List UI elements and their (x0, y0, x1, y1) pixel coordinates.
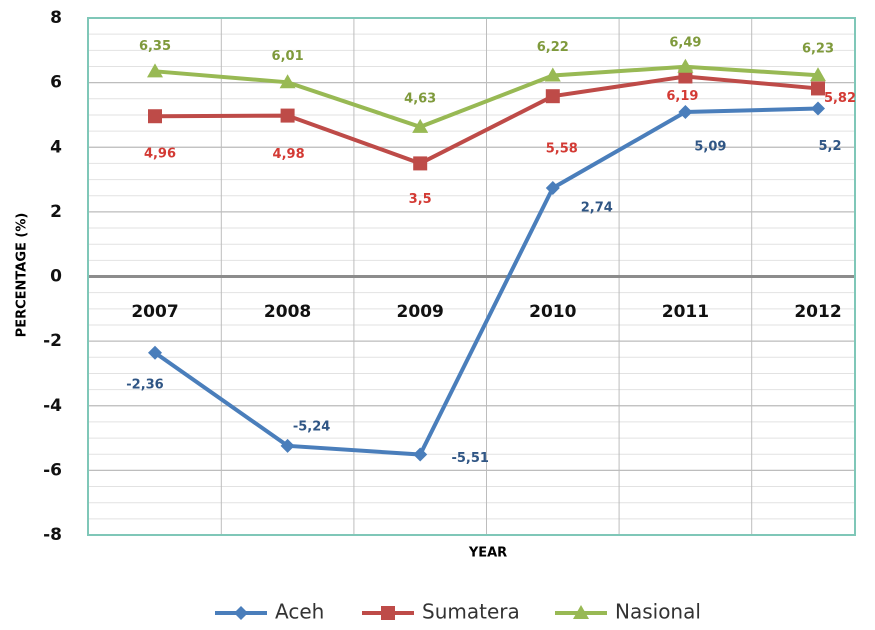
legend-label: Aceh (275, 600, 324, 624)
data-label: 2,74 (581, 200, 613, 215)
y-tick-label: -6 (43, 460, 62, 480)
y-axis-label: PERCENTAGE (%) (15, 213, 30, 338)
point (147, 63, 163, 78)
point (677, 58, 694, 73)
point (413, 447, 428, 462)
data-label: 4,96 (144, 147, 176, 162)
point (545, 180, 560, 195)
series-line (154, 74, 819, 166)
y-tick-label: -8 (43, 525, 62, 545)
y-tick-label: 8 (50, 8, 62, 28)
y-tick-label: 6 (50, 73, 62, 93)
series-line (154, 64, 819, 130)
data-label: 6,35 (139, 39, 171, 54)
point (573, 605, 589, 619)
y-tick-label: 0 (50, 267, 62, 287)
point (234, 606, 248, 620)
y-tick-label: 4 (50, 137, 62, 157)
point (280, 108, 295, 123)
series-line (153, 106, 819, 457)
data-label: 6,49 (669, 35, 701, 50)
data-label: -2,36 (126, 377, 163, 392)
x-tick-label: 2012 (794, 302, 841, 322)
point (545, 89, 560, 104)
data-label: 6,22 (537, 40, 569, 55)
point (280, 438, 295, 453)
x-tick-label: 2008 (264, 302, 311, 322)
x-tick-label: 2010 (529, 302, 576, 322)
x-tick-label: 2007 (131, 302, 178, 322)
y-tick-label: -2 (43, 331, 62, 351)
point (381, 606, 395, 620)
legend-label: Sumatera (422, 600, 520, 624)
plot-border (87, 17, 856, 536)
point (279, 74, 296, 89)
data-label: 3,5 (409, 192, 432, 207)
y-tick-label: -4 (43, 396, 62, 416)
legend-label: Nasional (615, 600, 701, 624)
point (412, 118, 429, 133)
x-tick-label: 2009 (397, 302, 444, 322)
data-label: 5,09 (694, 140, 726, 155)
data-label: 6,19 (666, 89, 698, 104)
point (148, 109, 162, 124)
x-axis-label: YEAR (468, 546, 507, 561)
point (413, 156, 428, 171)
data-label: 4,98 (273, 147, 305, 162)
data-label: 5,82 (824, 91, 856, 106)
data-label: 6,01 (272, 49, 304, 64)
data-label: 6,23 (802, 42, 834, 57)
y-tick-label: 2 (50, 202, 62, 222)
point (811, 81, 825, 96)
data-label: -5,24 (293, 419, 330, 434)
data-label: 5,2 (818, 139, 841, 154)
data-label: 4,63 (404, 91, 436, 106)
point (544, 67, 561, 82)
point (810, 67, 826, 82)
data-label: -5,51 (451, 451, 488, 466)
point (678, 69, 693, 84)
data-label: 5,58 (546, 142, 578, 157)
point (678, 105, 693, 120)
x-tick-label: 2011 (662, 302, 709, 322)
point (148, 345, 162, 360)
point (811, 101, 825, 116)
